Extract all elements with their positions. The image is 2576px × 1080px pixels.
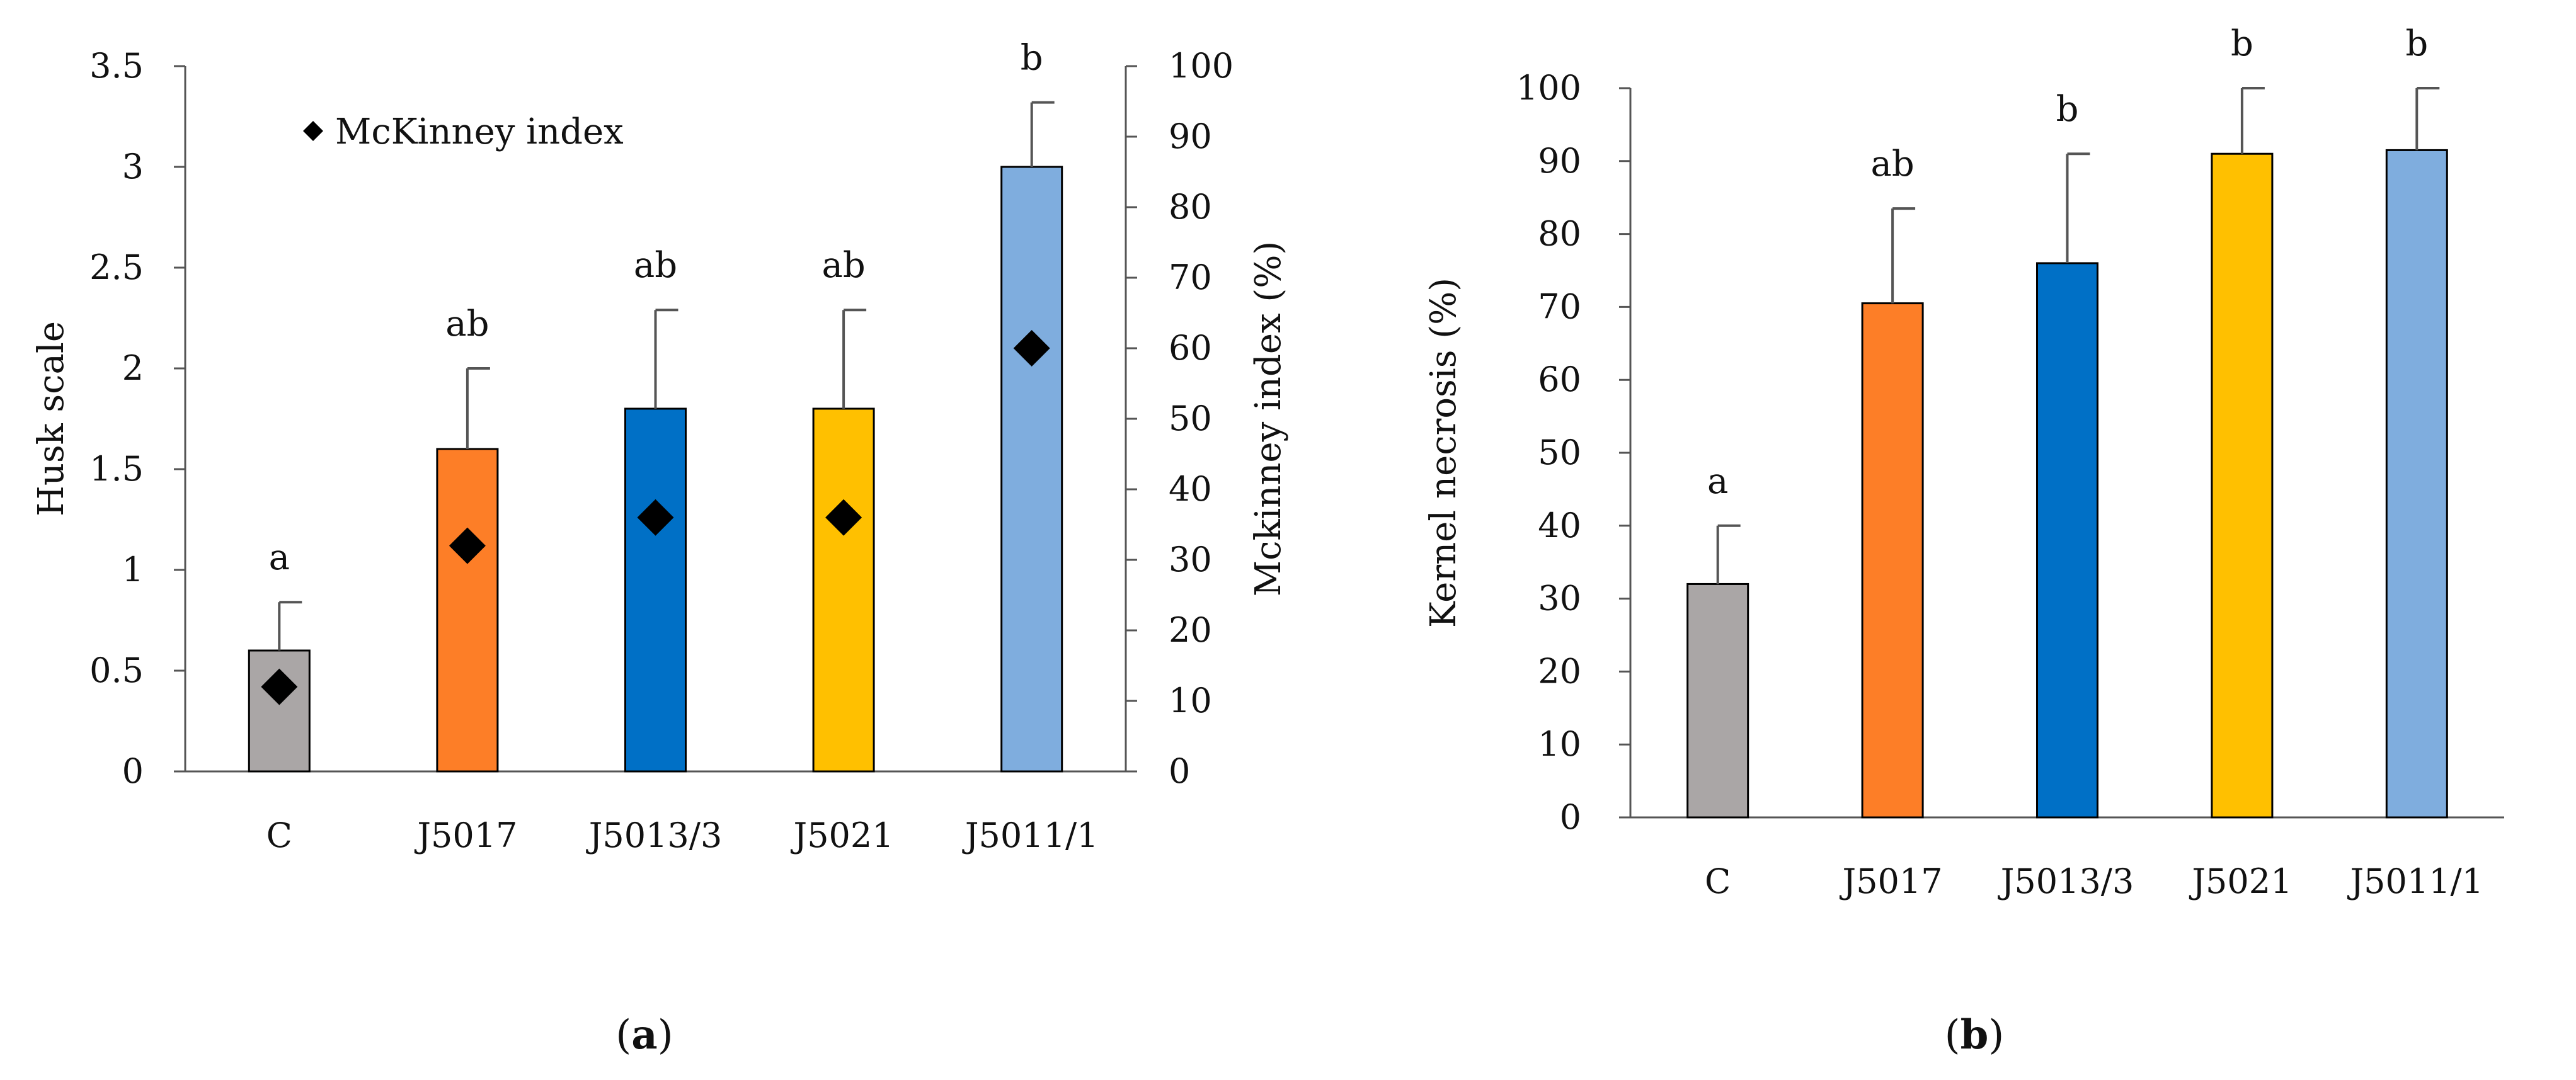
x-category-label: J5011/1	[962, 816, 1099, 855]
y2-tick-label: 30	[1169, 540, 1212, 579]
y-tick-label: 70	[1538, 287, 1581, 326]
y2-tick-label: 80	[1169, 187, 1212, 227]
x-category-label: J5017	[414, 816, 517, 855]
panel-b-label: (b)	[1945, 1011, 2005, 1059]
mckinney-index-point	[825, 499, 862, 536]
legend-diamond-marker	[303, 121, 323, 141]
panel-a-chart: Husk scale Mckinney index (%) McKinney i…	[31, 38, 1289, 855]
y-tick-label: 90	[1538, 141, 1581, 181]
x-category-label: J5021	[2189, 861, 2292, 901]
y-tick-label: 100	[1516, 68, 1581, 108]
x-category-label: J5013/3	[586, 816, 723, 855]
mckinney-index-point	[449, 527, 486, 564]
y-tick-label: 0	[122, 751, 144, 791]
significance-label: ab	[1870, 144, 1914, 185]
y-tick-label: 40	[1538, 506, 1581, 545]
y2-tick-label: 60	[1169, 328, 1212, 368]
x-category-label: C	[1705, 861, 1731, 901]
mckinney-index-point	[637, 499, 674, 536]
y2-tick-label: 20	[1169, 610, 1212, 650]
y-tick-label: 2	[122, 348, 144, 388]
significance-label: a	[269, 537, 290, 578]
panel-a-y-axis-title: Husk scale	[31, 321, 72, 516]
y2-tick-label: 10	[1169, 681, 1212, 720]
y-tick-label: 1	[122, 550, 144, 589]
y2-tick-label: 100	[1169, 46, 1234, 86]
legend-label: McKinney index	[335, 111, 624, 152]
x-category-label: J5013/3	[1998, 861, 2134, 901]
y-tick-label: 50	[1538, 433, 1581, 472]
y2-tick-label: 90	[1169, 117, 1212, 156]
significance-label: ab	[634, 245, 677, 286]
x-category-label: J5021	[791, 816, 894, 855]
y2-tick-label: 40	[1169, 469, 1212, 509]
bar	[812, 407, 875, 773]
bar	[2036, 262, 2098, 819]
panel-a-legend: McKinney index	[303, 111, 624, 152]
y-tick-label: 3.5	[89, 46, 144, 86]
y-tick-label: 0	[1560, 797, 1581, 837]
y-tick-label: 10	[1538, 724, 1581, 764]
x-category-label: J5011/1	[2347, 861, 2483, 901]
bar	[1000, 166, 1063, 773]
bar	[2385, 149, 2448, 819]
significance-label: b	[2056, 89, 2079, 130]
bar	[1686, 583, 1749, 819]
y-tick-label: 0.5	[89, 651, 144, 690]
mckinney-index-point	[1013, 330, 1050, 367]
y2-tick-label: 50	[1169, 399, 1212, 438]
bar	[1861, 302, 1924, 819]
mckinney-index-point	[261, 668, 298, 705]
significance-label: b	[2405, 23, 2428, 64]
bar	[624, 407, 687, 773]
panel-b-chart: Kernel necrosis (%) 0 10 20 30 40 50 60 70 80 90 1…	[1423, 23, 2504, 901]
x-category-label: C	[266, 816, 292, 855]
significance-label: ab	[821, 245, 865, 286]
significance-label: a	[1707, 461, 1728, 502]
significance-label: ab	[445, 304, 489, 344]
bar	[2211, 152, 2274, 819]
panel-b-y-axis-title: Kernel necrosis (%)	[1423, 278, 1464, 628]
y-tick-label: 80	[1538, 214, 1581, 254]
y-tick-label: 30	[1538, 579, 1581, 618]
y2-tick-label: 0	[1169, 751, 1190, 791]
y-tick-label: 2.5	[89, 247, 144, 287]
y2-tick-label: 70	[1169, 258, 1212, 297]
panel-a-label: (a)	[615, 1011, 673, 1059]
significance-label: b	[1021, 38, 1043, 79]
panel-a-y2-axis-title: Mckinney index (%)	[1248, 241, 1289, 597]
y-tick-label: 60	[1538, 360, 1581, 399]
y-tick-label: 20	[1538, 651, 1581, 691]
y-tick-label: 3	[122, 147, 144, 186]
x-category-label: J5017	[1840, 861, 1943, 901]
significance-label: b	[2231, 23, 2253, 64]
bar	[436, 448, 499, 773]
y-tick-label: 1.5	[89, 449, 144, 489]
